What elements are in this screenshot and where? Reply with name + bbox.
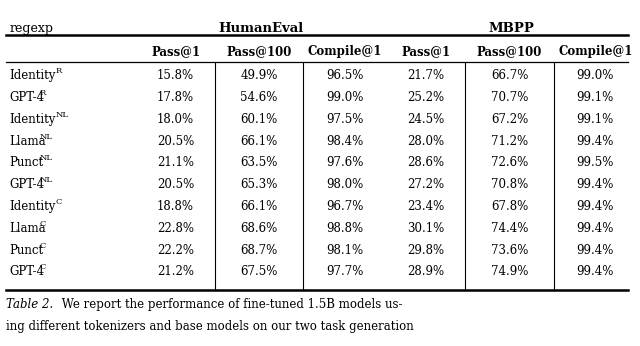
Text: 73.6%: 73.6% [491, 244, 528, 257]
Text: NL: NL [56, 111, 68, 119]
Text: 23.4%: 23.4% [407, 200, 445, 213]
Text: 99.4%: 99.4% [577, 135, 614, 148]
Text: 28.0%: 28.0% [408, 135, 445, 148]
Text: 72.6%: 72.6% [491, 156, 528, 170]
Text: 70.7%: 70.7% [491, 91, 528, 104]
Text: 67.8%: 67.8% [491, 200, 528, 213]
Text: 67.2%: 67.2% [491, 113, 528, 126]
Text: C: C [39, 220, 45, 228]
Text: 99.1%: 99.1% [577, 91, 614, 104]
Text: Punct: Punct [10, 156, 44, 170]
Text: 98.4%: 98.4% [326, 135, 364, 148]
Text: 22.8%: 22.8% [157, 222, 194, 235]
Text: 18.8%: 18.8% [157, 200, 194, 213]
Text: GPT-4: GPT-4 [10, 265, 45, 279]
Text: 99.4%: 99.4% [577, 244, 614, 257]
Text: 99.4%: 99.4% [577, 265, 614, 279]
Text: 68.6%: 68.6% [241, 222, 278, 235]
Text: 17.8%: 17.8% [157, 91, 194, 104]
Text: 99.4%: 99.4% [577, 200, 614, 213]
Text: 98.0%: 98.0% [326, 178, 364, 191]
Text: Pass@100: Pass@100 [477, 45, 542, 58]
Text: C: C [39, 263, 45, 271]
Text: Table 2.: Table 2. [6, 298, 54, 311]
Text: 99.4%: 99.4% [577, 178, 614, 191]
Text: 15.8%: 15.8% [157, 69, 194, 82]
Text: NL: NL [39, 133, 52, 140]
Text: R: R [56, 67, 62, 75]
Text: 20.5%: 20.5% [157, 135, 194, 148]
Text: 97.6%: 97.6% [326, 156, 364, 170]
Text: 66.1%: 66.1% [241, 135, 278, 148]
Text: 98.8%: 98.8% [326, 222, 364, 235]
Text: Compile@1: Compile@1 [308, 45, 382, 58]
Text: 97.5%: 97.5% [326, 113, 364, 126]
Text: 66.7%: 66.7% [491, 69, 528, 82]
Text: NL: NL [39, 176, 52, 184]
Text: HumanEval: HumanEval [219, 22, 304, 36]
Text: 22.2%: 22.2% [157, 244, 194, 257]
Text: 99.1%: 99.1% [577, 113, 614, 126]
Text: Pass@1: Pass@1 [401, 45, 451, 58]
Text: GPT-4: GPT-4 [10, 178, 45, 191]
Text: MBPP: MBPP [489, 22, 534, 36]
Text: regexp: regexp [10, 22, 54, 36]
Text: NL: NL [39, 154, 52, 162]
Text: R: R [39, 89, 45, 97]
Text: GPT-4: GPT-4 [10, 91, 45, 104]
Text: 25.2%: 25.2% [408, 91, 445, 104]
Text: We report the performance of fine-tuned 1.5B models us-: We report the performance of fine-tuned … [58, 298, 403, 311]
Text: 28.6%: 28.6% [408, 156, 445, 170]
Text: 24.5%: 24.5% [407, 113, 445, 126]
Text: Punct: Punct [10, 244, 44, 257]
Text: 28.9%: 28.9% [408, 265, 445, 279]
Text: 67.5%: 67.5% [241, 265, 278, 279]
Text: 66.1%: 66.1% [241, 200, 278, 213]
Text: C: C [39, 242, 45, 249]
Text: 21.1%: 21.1% [157, 156, 194, 170]
Text: Identity: Identity [10, 113, 56, 126]
Text: 97.7%: 97.7% [326, 265, 364, 279]
Text: 21.7%: 21.7% [408, 69, 445, 82]
Text: 99.5%: 99.5% [577, 156, 614, 170]
Text: 74.4%: 74.4% [491, 222, 528, 235]
Text: ing different tokenizers and base models on our two task generation: ing different tokenizers and base models… [6, 320, 414, 333]
Text: Compile@1: Compile@1 [558, 45, 632, 58]
Text: 60.1%: 60.1% [241, 113, 278, 126]
Text: 96.7%: 96.7% [326, 200, 364, 213]
Text: 18.0%: 18.0% [157, 113, 194, 126]
Text: 30.1%: 30.1% [407, 222, 445, 235]
Text: 65.3%: 65.3% [241, 178, 278, 191]
Text: 27.2%: 27.2% [408, 178, 445, 191]
Text: 20.5%: 20.5% [157, 178, 194, 191]
Text: Pass@1: Pass@1 [151, 45, 200, 58]
Text: 70.8%: 70.8% [491, 178, 528, 191]
Text: 74.9%: 74.9% [491, 265, 528, 279]
Text: 71.2%: 71.2% [491, 135, 528, 148]
Text: Identity: Identity [10, 69, 56, 82]
Text: 68.7%: 68.7% [241, 244, 278, 257]
Text: 63.5%: 63.5% [241, 156, 278, 170]
Text: 99.4%: 99.4% [577, 222, 614, 235]
Text: C: C [56, 198, 62, 206]
Text: Pass@100: Pass@100 [227, 45, 292, 58]
Text: 99.0%: 99.0% [326, 91, 364, 104]
Text: 21.2%: 21.2% [157, 265, 194, 279]
Text: Llama: Llama [10, 222, 46, 235]
Text: Identity: Identity [10, 200, 56, 213]
Text: 29.8%: 29.8% [408, 244, 445, 257]
Text: 98.1%: 98.1% [326, 244, 364, 257]
Text: Llama: Llama [10, 135, 46, 148]
Text: 96.5%: 96.5% [326, 69, 364, 82]
Text: 54.6%: 54.6% [241, 91, 278, 104]
Text: 99.0%: 99.0% [577, 69, 614, 82]
Text: 49.9%: 49.9% [241, 69, 278, 82]
